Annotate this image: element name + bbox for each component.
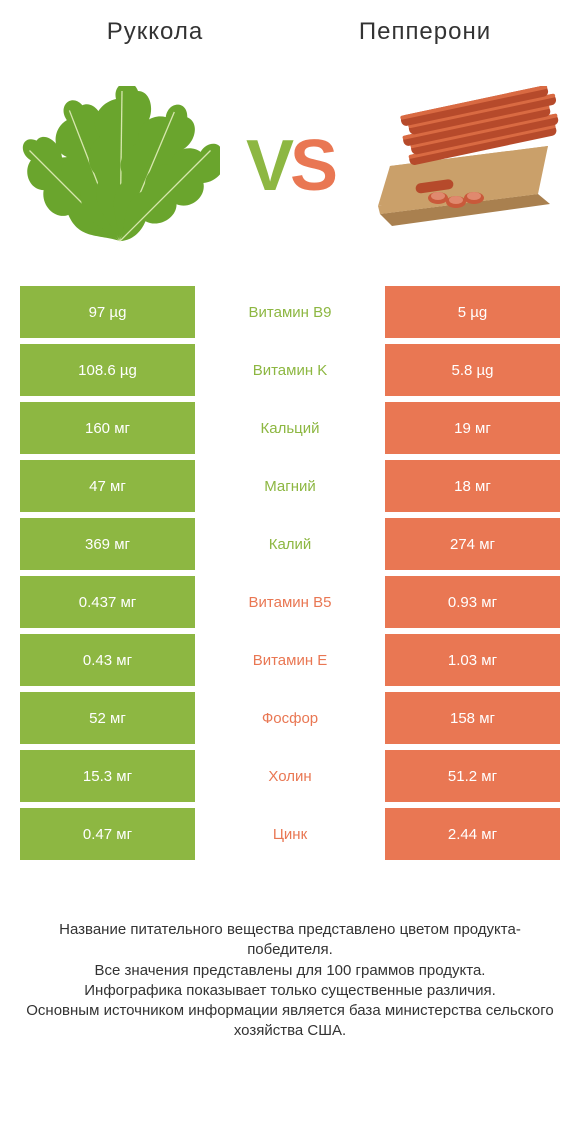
right-value: 5.8 µg — [385, 344, 560, 396]
left-value: 108.6 µg — [20, 344, 195, 396]
left-value: 52 мг — [20, 692, 195, 744]
footer-line: Основным источником информации является … — [24, 1001, 556, 1042]
nutrient-label: Витамин B5 — [201, 576, 379, 628]
left-value: 47 мг — [20, 460, 195, 512]
nutrient-label: Фосфор — [201, 692, 379, 744]
table-row: 0.43 мгВитамин E1.03 мг — [20, 634, 560, 686]
right-value: 2.44 мг — [385, 808, 560, 860]
arugula-image — [20, 86, 220, 246]
comparison-table: 97 µgВитамин B95 µg 108.6 µgВитамин K5.8 … — [20, 286, 560, 860]
table-row: 15.3 мгХолин51.2 мг — [20, 750, 560, 802]
right-title: Пепперони — [290, 18, 560, 46]
vs-s: S — [290, 125, 334, 207]
nutrient-label: Кальций — [201, 402, 379, 454]
left-value: 15.3 мг — [20, 750, 195, 802]
table-row: 52 мгФосфор158 мг — [20, 692, 560, 744]
nutrient-label: Магний — [201, 460, 379, 512]
left-value: 0.47 мг — [20, 808, 195, 860]
footer-note: Название питательного вещества представл… — [20, 920, 560, 1042]
nutrient-label: Холин — [201, 750, 379, 802]
nutrient-label: Витамин K — [201, 344, 379, 396]
nutrient-label: Витамин B9 — [201, 286, 379, 338]
left-value: 97 µg — [20, 286, 195, 338]
right-value: 5 µg — [385, 286, 560, 338]
left-value: 0.437 мг — [20, 576, 195, 628]
table-row: 108.6 µgВитамин K5.8 µg — [20, 344, 560, 396]
table-row: 369 мгКалий274 мг — [20, 518, 560, 570]
table-row: 0.47 мгЦинк2.44 мг — [20, 808, 560, 860]
right-value: 274 мг — [385, 518, 560, 570]
nutrient-label: Цинк — [201, 808, 379, 860]
table-row: 0.437 мгВитамин B50.93 мг — [20, 576, 560, 628]
footer-line: Все значения представлены для 100 граммо… — [24, 961, 556, 981]
table-row: 97 µgВитамин B95 µg — [20, 286, 560, 338]
vs-label: VS — [246, 125, 334, 207]
footer-line: Название питательного вещества представл… — [24, 920, 556, 961]
right-value: 158 мг — [385, 692, 560, 744]
right-value: 1.03 мг — [385, 634, 560, 686]
table-row: 47 мгМагний18 мг — [20, 460, 560, 512]
footer-line: Инфографика показывает только существенн… — [24, 981, 556, 1001]
left-value: 160 мг — [20, 402, 195, 454]
hero: VS — [20, 76, 560, 256]
table-row: 160 мгКальций19 мг — [20, 402, 560, 454]
right-value: 18 мг — [385, 460, 560, 512]
titles: Руккола Пепперони — [20, 18, 560, 46]
vs-v: V — [246, 125, 290, 207]
left-value: 0.43 мг — [20, 634, 195, 686]
page: Руккола Пепперони — [0, 0, 580, 1144]
right-value: 19 мг — [385, 402, 560, 454]
nutrient-label: Витамин E — [201, 634, 379, 686]
left-title: Руккола — [20, 18, 290, 46]
pepperoni-image — [360, 86, 560, 246]
left-value: 369 мг — [20, 518, 195, 570]
right-value: 0.93 мг — [385, 576, 560, 628]
nutrient-label: Калий — [201, 518, 379, 570]
right-value: 51.2 мг — [385, 750, 560, 802]
